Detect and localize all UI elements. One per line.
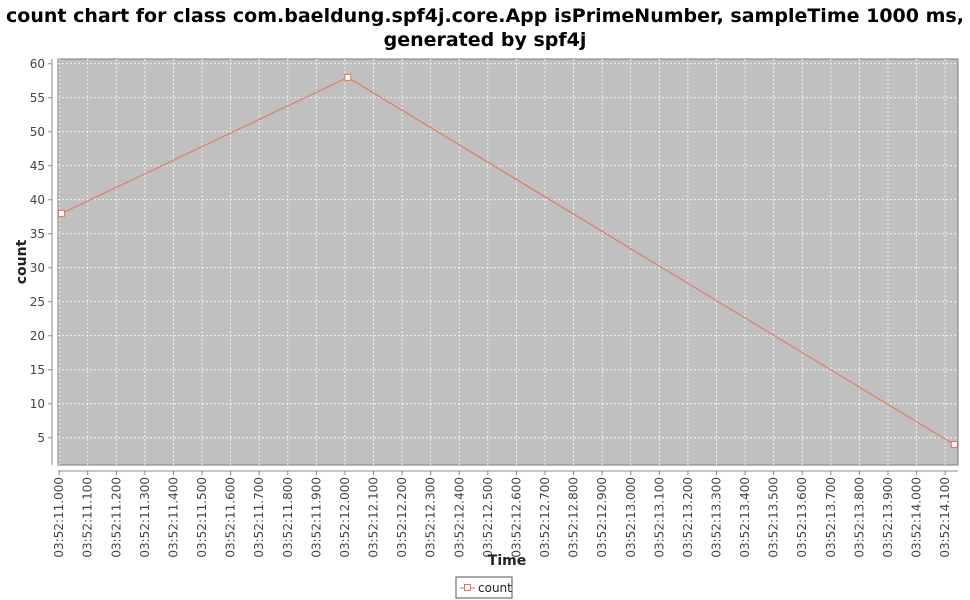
x-tick-label: 03:52:13.400 (738, 477, 752, 558)
x-tick-label: 03:52:11.200 (109, 477, 123, 558)
y-tick-label: 50 (30, 125, 45, 139)
legend-label-count: count (478, 581, 512, 595)
x-tick-label: 03:52:13.900 (881, 477, 895, 558)
legend: count (455, 576, 513, 599)
x-tick-label: 03:52:12.000 (338, 477, 352, 558)
legend-box (455, 576, 513, 599)
x-tick-label: 03:52:13.800 (852, 477, 866, 558)
y-tick-label: 30 (30, 261, 45, 275)
y-tick-label: 15 (30, 363, 45, 377)
x-tick-label: 03:52:12.600 (509, 477, 523, 558)
x-tick-label: 03:52:13.600 (795, 477, 809, 558)
data-point (344, 73, 352, 81)
y-axis-label: count (14, 239, 30, 284)
x-tick-label: 03:52:11.600 (224, 477, 238, 558)
x-tick-label: 03:52:13.000 (624, 477, 638, 558)
chart-title-line-2: generated by spf4j (384, 29, 587, 51)
grid (58, 59, 958, 465)
x-tick-label: 03:52:11.300 (138, 477, 152, 558)
x-tick-label: 03:52:12.900 (595, 477, 609, 558)
y-tick-label: 60 (30, 57, 45, 71)
chart-title-line-1: count chart for class com.baeldung.spf4j… (6, 5, 964, 27)
y-tick-label: 20 (30, 329, 45, 343)
x-tick-label: 03:52:12.500 (481, 477, 495, 558)
x-tick-label: 03:52:12.300 (424, 477, 438, 558)
x-tick-label: 03:52:11.700 (252, 477, 266, 558)
x-tick-label: 03:52:14.100 (938, 477, 952, 558)
y-tick-label: 5 (37, 431, 45, 445)
y-tick-label: 10 (30, 397, 45, 411)
x-tick-label: 03:52:13.700 (824, 477, 838, 558)
x-tick-label: 03:52:12.100 (367, 477, 381, 558)
x-tick-label: 03:52:11.000 (52, 477, 66, 558)
x-tick-label: 03:52:13.200 (681, 477, 695, 558)
y-tick-label: 25 (30, 295, 45, 309)
x-tick-label: 03:52:11.500 (195, 477, 209, 558)
x-tick-label: 03:52:14.000 (910, 477, 924, 558)
x-axis-label: Time (488, 553, 526, 569)
x-tick-label: 03:52:11.400 (166, 477, 180, 558)
plot-area (57, 58, 959, 466)
y-tick-label: 40 (30, 193, 45, 207)
x-tick-label: 03:52:11.900 (309, 477, 323, 558)
data-point (57, 209, 65, 217)
legend-marker (464, 584, 471, 591)
x-tick-label: 03:52:13.300 (709, 477, 723, 558)
x-tick-label: 03:52:12.200 (395, 477, 409, 558)
data-point (950, 441, 958, 449)
x-tick-label: 03:52:13.500 (767, 477, 781, 558)
y-tick-label: 45 (30, 159, 45, 173)
y-axis: 5 10 15 20 25 30 35 40 45 50 55 60 (30, 57, 53, 465)
x-axis: 03:52:11.000 03:52:11.100 03:52:11.200 03:5… (52, 470, 958, 558)
x-tick-label: 03:52:11.100 (81, 477, 95, 558)
series-count (57, 73, 958, 449)
x-tick-label: 03:52:12.800 (567, 477, 581, 558)
x-tick-label: 03:52:13.100 (652, 477, 666, 558)
x-tick-label: 03:52:12.400 (452, 477, 466, 558)
x-tick-label: 03:52:12.700 (538, 477, 552, 558)
y-tick-label: 35 (30, 227, 45, 241)
x-tick-label: 03:52:11.800 (281, 477, 295, 558)
y-tick-label: 55 (30, 91, 45, 105)
